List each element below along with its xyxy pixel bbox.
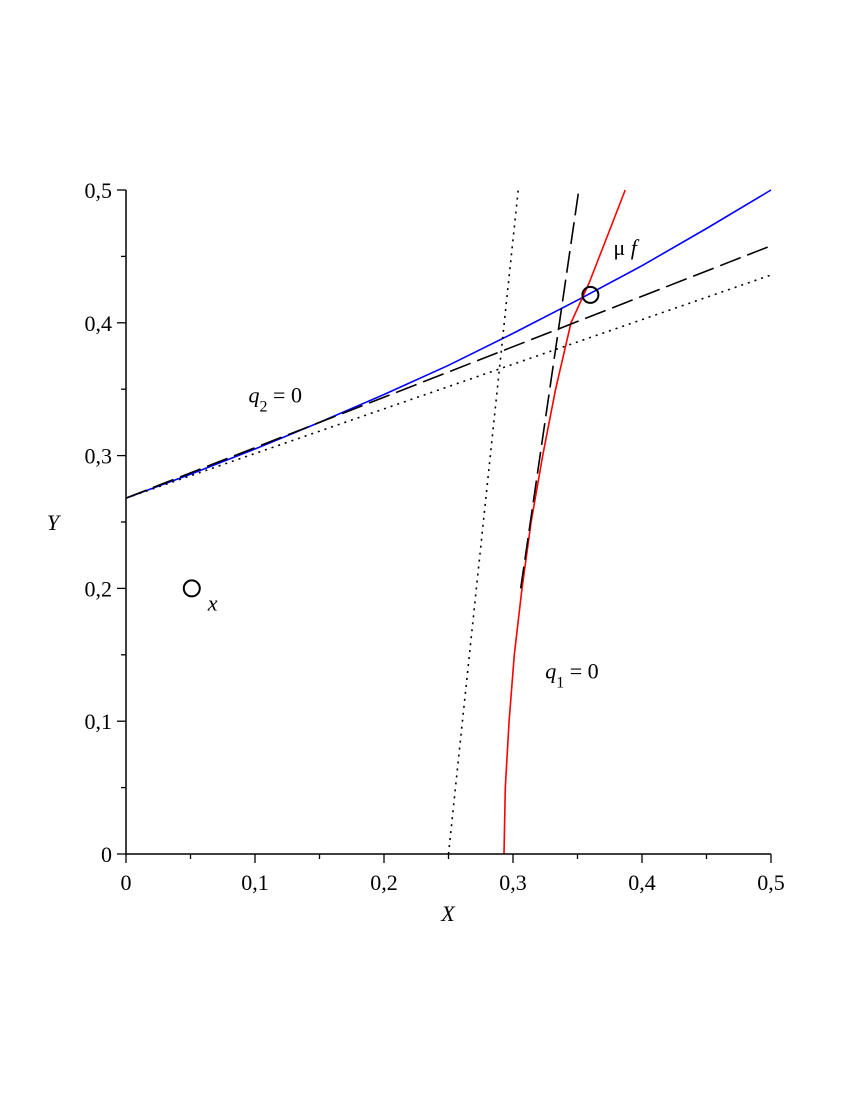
y-tick-label: 0,5 bbox=[85, 178, 113, 203]
x-tick-label: 0,3 bbox=[499, 870, 527, 895]
y-tick-label: 0,3 bbox=[85, 444, 113, 469]
tick-labels: 0 0,1 0,2 0,3 0,4 0,5 0 0,1 0,2 0,3 0,4 0,5 bbox=[85, 178, 785, 895]
x-tick-label: 0 bbox=[121, 870, 132, 895]
x-tick-label: 0,2 bbox=[370, 870, 398, 895]
y-tick-label: 0,2 bbox=[85, 576, 113, 601]
plot-area bbox=[125, 189, 772, 855]
y-tick-label: 0,1 bbox=[85, 709, 113, 734]
x-tick-label: 0,4 bbox=[628, 870, 656, 895]
point-label-x: x bbox=[207, 590, 218, 615]
series-line-1 bbox=[125, 189, 772, 499]
x-tick-label: 0,5 bbox=[757, 870, 785, 895]
y-tick-label: 0 bbox=[101, 842, 112, 867]
y-tick-label: 0,4 bbox=[85, 311, 113, 336]
x-axis-title: X bbox=[440, 901, 456, 926]
series-line-3 bbox=[125, 245, 772, 499]
series-line-5 bbox=[125, 274, 772, 499]
point-marker-1 bbox=[182, 579, 201, 598]
x-tick-label: 0,1 bbox=[241, 870, 269, 895]
curve-label-q1: q1 = 0 bbox=[545, 659, 598, 692]
annotations: x μ f q2 = 0 q1 = 0 bbox=[207, 235, 640, 692]
y-axis-title: Y bbox=[47, 510, 62, 535]
ticks bbox=[117, 189, 772, 863]
series-line-2 bbox=[503, 189, 626, 855]
point-marker-2 bbox=[581, 285, 600, 304]
curve-label-q2: q2 = 0 bbox=[249, 382, 302, 415]
point-label-mu-f: μ f bbox=[613, 235, 639, 260]
axes bbox=[125, 190, 771, 855]
series-line-4 bbox=[519, 189, 580, 589]
